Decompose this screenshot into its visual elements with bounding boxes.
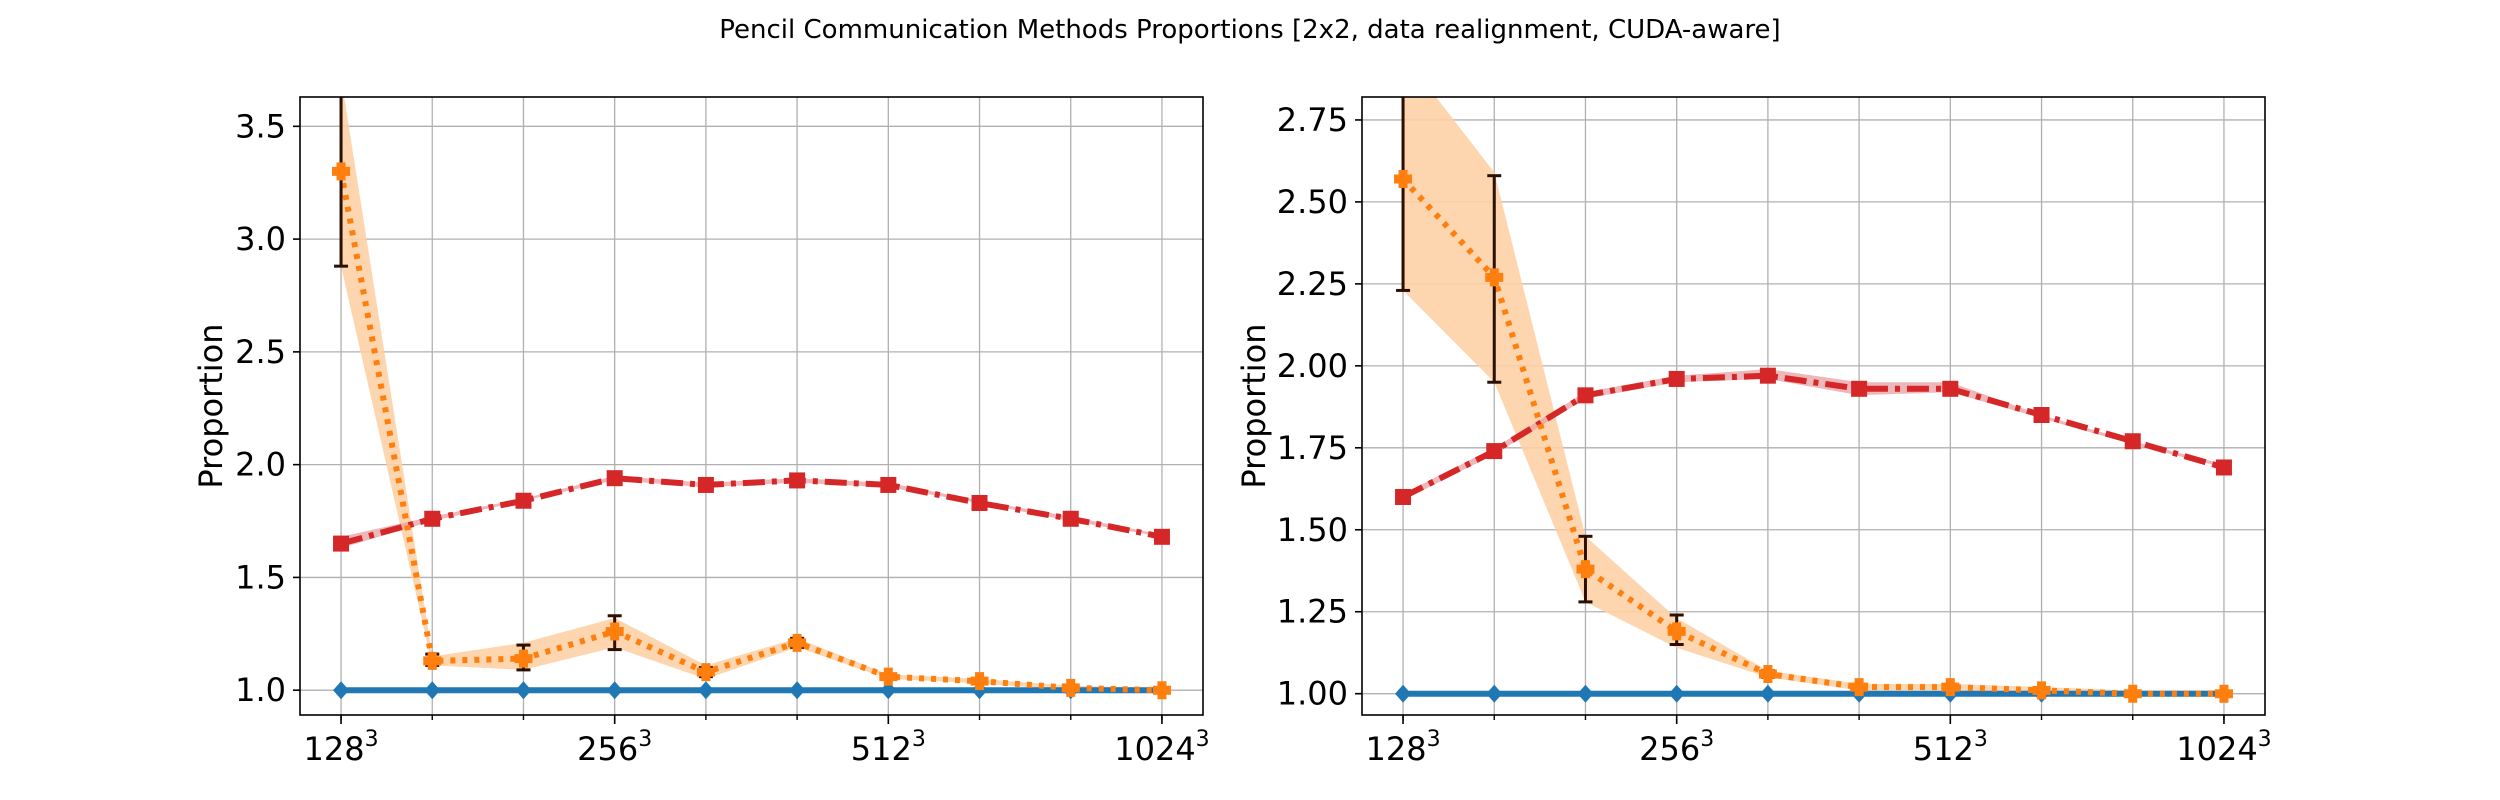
data-point [1395, 488, 1412, 505]
data-point [514, 649, 533, 668]
data-point [515, 681, 532, 700]
data-point [1395, 684, 1412, 703]
data-point [970, 672, 989, 691]
data-point [2123, 684, 2142, 703]
data-point [1759, 367, 1776, 384]
data-point [788, 633, 807, 652]
data-point [1577, 684, 1594, 703]
data-point [332, 162, 351, 181]
figure-title: Pencil Communication Methods Proportions… [719, 15, 1780, 45]
data-point [2215, 459, 2232, 476]
data-point [697, 681, 714, 700]
data-point [1758, 665, 1777, 684]
data-point [1759, 684, 1776, 703]
data-point [424, 681, 441, 700]
y-tick-label: 1.75 [1277, 429, 1348, 467]
data-point [880, 681, 897, 700]
data-point [1577, 387, 1594, 404]
data-point [879, 667, 898, 686]
data-point [424, 510, 441, 527]
data-point [789, 472, 806, 489]
data-point [605, 622, 624, 641]
data-point [697, 476, 714, 493]
data-point [2124, 433, 2141, 450]
orange-series-band [341, 97, 1162, 691]
y-tick-label: 2.50 [1277, 183, 1348, 221]
y-axis-label: Proportion [1235, 323, 1273, 488]
y-tick-label: 2.5 [235, 333, 286, 371]
left-chart: 1.0 1.5 2.0 2.5 3.0 3.5 1283 2563 5123 10243 Propo… [192, 96, 1210, 768]
data-point [1942, 380, 1959, 397]
plot-area [332, 97, 1171, 700]
data-point [333, 535, 350, 552]
y-tick-label: 1.0 [235, 671, 286, 709]
data-point [880, 476, 897, 493]
red-series-line [1401, 372, 2225, 500]
data-point [1941, 678, 1960, 697]
x-tick-label: 1283 [1366, 727, 1441, 768]
orange-series-band [1403, 97, 2224, 694]
data-point [1667, 622, 1686, 641]
data-point [1850, 678, 1869, 697]
orange-series-line [338, 170, 1163, 694]
data-point [2214, 684, 2233, 703]
data-point [606, 681, 623, 700]
data-point [1668, 370, 1685, 387]
x-tick-label: 10243 [1114, 727, 1209, 768]
data-point [1851, 380, 1868, 397]
x-tick-label: 2563 [577, 727, 652, 768]
y-tick-label: 2.25 [1277, 265, 1348, 303]
data-point [2032, 681, 2051, 700]
y-tick-label: 1.25 [1277, 593, 1348, 631]
data-point [789, 681, 806, 700]
y-tick-label: 2.0 [235, 446, 286, 484]
y-tick-label: 1.00 [1277, 675, 1348, 713]
data-point [1062, 510, 1079, 527]
data-point [1486, 684, 1503, 703]
data-point [333, 681, 350, 700]
y-tick-label: 1.5 [235, 558, 286, 596]
data-point [1668, 684, 1685, 703]
data-point [1152, 681, 1171, 700]
red-series-line [340, 475, 1163, 547]
y-tick-label: 3.0 [235, 220, 286, 258]
data-point [606, 470, 623, 487]
data-point [1486, 443, 1503, 460]
data-point [696, 663, 715, 682]
axes-frame [1361, 96, 2266, 716]
data-point [2033, 407, 2050, 424]
data-point [1485, 268, 1504, 287]
data-point [1394, 169, 1413, 188]
x-tick-label: 5123 [1913, 727, 1988, 768]
right-chart: 1.00 1.25 1.50 1.75 2.00 2.25 2.50 2.75 1283 2563… [1235, 96, 2272, 768]
x-tick-label: 1283 [304, 727, 379, 768]
data-point [423, 651, 442, 670]
data-point [971, 494, 988, 511]
plot-area [1394, 97, 2233, 703]
y-axis-label: Proportion [192, 323, 230, 488]
grid [300, 97, 1203, 715]
y-tick-label: 3.5 [235, 107, 286, 145]
orange-series-line [1400, 176, 2224, 697]
x-tick-label: 5123 [851, 727, 926, 768]
data-point [1061, 678, 1080, 697]
data-point [515, 492, 532, 509]
y-tick-label: 2.00 [1277, 347, 1348, 385]
data-point [1153, 528, 1170, 545]
x-tick-label: 10243 [2176, 727, 2271, 768]
y-tick-label: 2.75 [1277, 101, 1348, 139]
data-point [1576, 560, 1595, 579]
x-tick-label: 2563 [1639, 727, 1714, 768]
y-tick-label: 1.50 [1277, 511, 1348, 549]
axes-frame [299, 96, 1204, 716]
